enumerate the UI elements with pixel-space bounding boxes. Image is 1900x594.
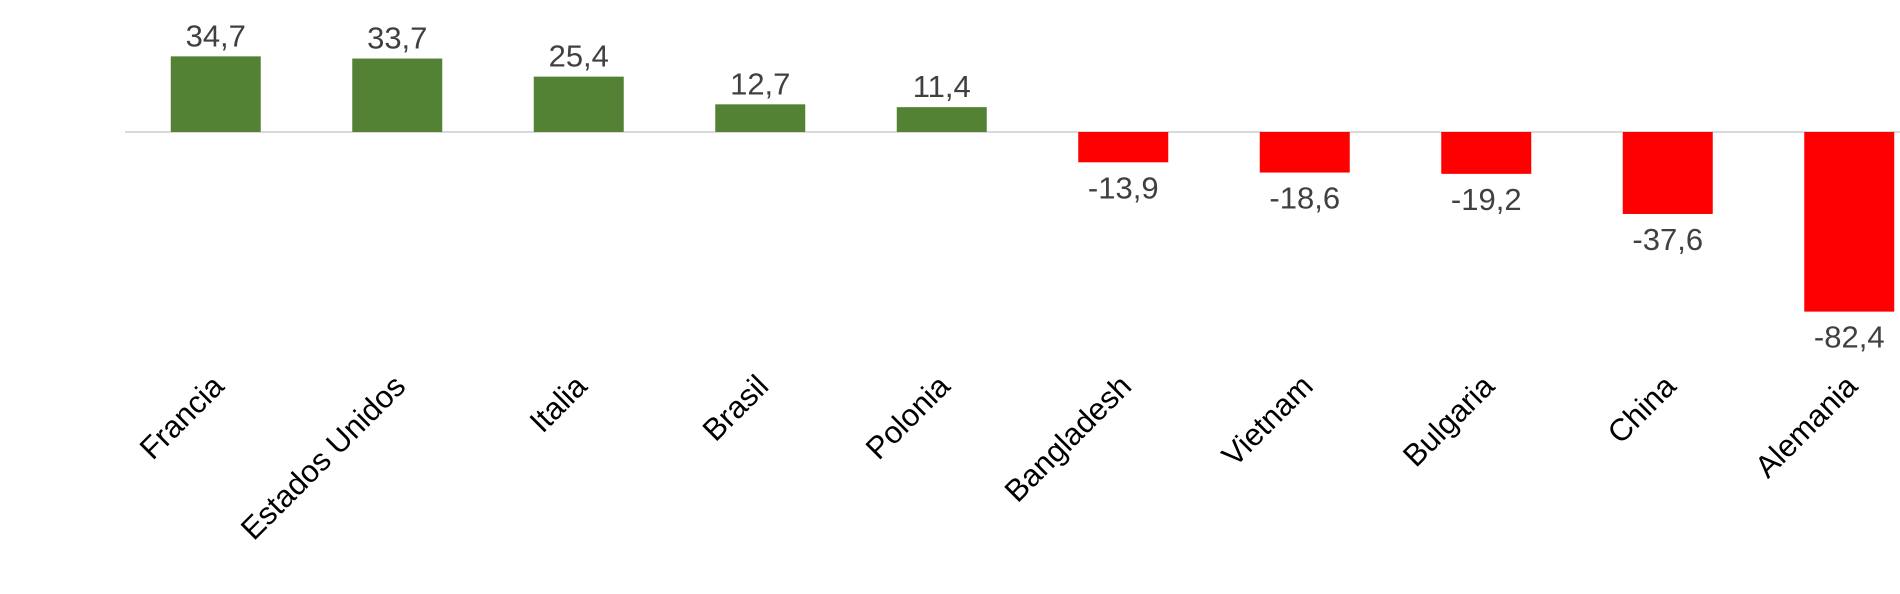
category-labels-group: Francia Estados Unidos Italia Brasil Polonia… (133, 368, 1865, 547)
bar-francia (171, 56, 261, 132)
category-tick-label: Vietnam (1215, 368, 1320, 473)
bar-polonia (897, 107, 987, 132)
category-tick-label: Bulgaria (1396, 368, 1502, 474)
bar-alemania (1804, 132, 1894, 312)
data-label: -82,4 (1814, 320, 1885, 355)
bars-group (171, 56, 1895, 311)
category-tick-label: China (1601, 368, 1684, 451)
data-label: 11,4 (913, 69, 971, 104)
bar-estados-unidos (352, 59, 442, 132)
category-tick-label: Bangladesh (998, 368, 1139, 509)
category-tick-label: Polonia (859, 368, 957, 466)
data-label: -13,9 (1088, 170, 1159, 205)
category-tick-label: Estados Unidos (234, 368, 412, 546)
bar-brasil (715, 104, 805, 132)
data-label: -18,6 (1269, 181, 1340, 216)
category-tick-label: Brasil (696, 368, 776, 448)
category-tick-label: Italia (523, 368, 595, 440)
data-label: 25,4 (549, 39, 609, 74)
bar-bangladesh (1078, 132, 1168, 162)
data-label: 34,7 (186, 18, 246, 53)
bar-china (1623, 132, 1713, 214)
bar-italia (534, 77, 624, 132)
category-tick-label: Alemania (1748, 368, 1865, 485)
data-label: 33,7 (367, 21, 427, 56)
data-label: 12,7 (730, 66, 790, 101)
bar-vietnam (1260, 132, 1350, 173)
data-label: -37,6 (1632, 222, 1703, 257)
category-tick-label: Francia (133, 368, 231, 466)
bar-bulgaria (1441, 132, 1531, 174)
data-label: -19,2 (1451, 182, 1522, 217)
